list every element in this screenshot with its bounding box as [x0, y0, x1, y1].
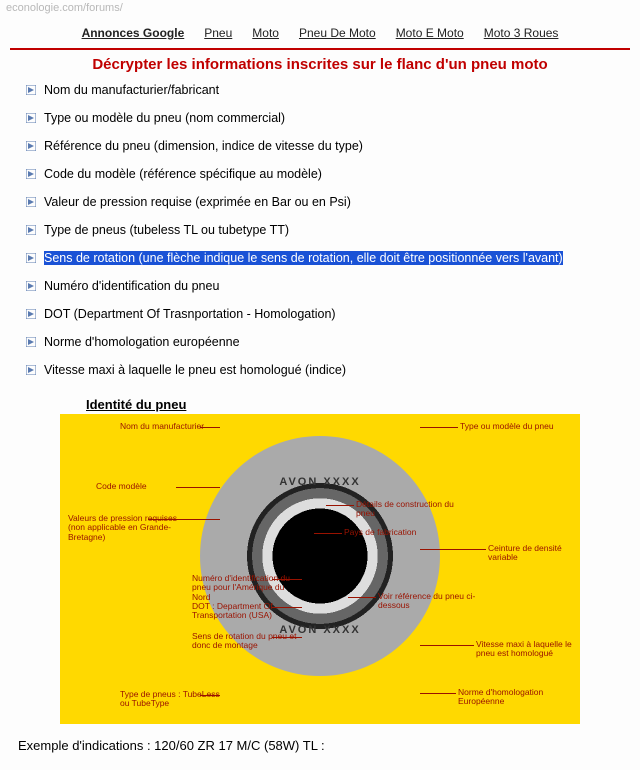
- example-line: Exemple d'indications : 120/60 ZR 17 M/C…: [0, 724, 640, 753]
- bullet-item: Sens de rotation (une flèche indique le …: [26, 251, 614, 265]
- leader-line: [176, 487, 220, 488]
- bullet-icon: [26, 365, 36, 375]
- page-title: Décrypter les informations inscrites sur…: [0, 52, 640, 83]
- bullet-icon: [26, 337, 36, 347]
- callout-label: Type de pneus : TubeLess ou TubeType: [120, 690, 230, 709]
- leader-line: [200, 427, 220, 428]
- callout-label: Code modèle: [96, 482, 147, 491]
- leader-line: [148, 519, 220, 520]
- top-nav-link[interactable]: Annonces Google: [82, 26, 185, 40]
- bullet-icon: [26, 141, 36, 151]
- bullet-item: Nom du manufacturier/fabricant: [26, 83, 614, 97]
- bullet-icon: [26, 253, 36, 263]
- leader-line: [420, 693, 456, 694]
- bullet-item: Référence du pneu (dimension, indice de …: [26, 139, 614, 153]
- diagram-box: AVON XXXX AVON XXXX Nom du manufacturier…: [60, 414, 580, 724]
- bullet-icon: [26, 169, 36, 179]
- leader-line: [420, 645, 474, 646]
- bullet-item: Numéro d'identification du pneu: [26, 279, 614, 293]
- diagram-heading: Identité du pneu: [60, 391, 580, 414]
- top-nav-link[interactable]: Moto 3 Roues: [484, 26, 559, 40]
- top-nav-link[interactable]: Pneu De Moto: [299, 26, 376, 40]
- callout-label: Voir référence du pneu ci-dessous: [378, 592, 488, 611]
- callout-label: Type ou modèle du pneu: [460, 422, 554, 431]
- url-hint: econologie.com/forums/: [0, 0, 640, 16]
- bullet-text: Type ou modèle du pneu (nom commercial): [44, 111, 285, 125]
- leader-line: [272, 607, 302, 608]
- bullet-text: Numéro d'identification du pneu: [44, 279, 219, 293]
- bullet-text: Type de pneus (tubeless TL ou tubetype T…: [44, 223, 289, 237]
- diagram-wrap: Identité du pneu AVON XXXX AVON XXXX Nom…: [60, 391, 580, 724]
- callout-label: Détails de construction du pneu: [356, 500, 466, 519]
- bullet-text: Valeur de pression requise (exprimée en …: [44, 195, 351, 209]
- bullet-item: DOT (Department Of Trasnportation - Homo…: [26, 307, 614, 321]
- callout-label: Ceinture de densité variable: [488, 544, 580, 563]
- bullet-text: Sens de rotation (une flèche indique le …: [44, 251, 563, 265]
- callout-label: DOT : Department Of Transportation (USA): [192, 602, 302, 621]
- bullet-text: Référence du pneu (dimension, indice de …: [44, 139, 363, 153]
- callout-label: Nom du manufacturier: [120, 422, 204, 431]
- bullet-icon: [26, 309, 36, 319]
- leader-line: [420, 427, 458, 428]
- leader-line: [272, 637, 302, 638]
- bullet-icon: [26, 281, 36, 291]
- top-nav-link[interactable]: Moto: [252, 26, 279, 40]
- callout-label: Vitesse maxi à laquelle le pneu est homo…: [476, 640, 580, 659]
- bullet-text: Nom du manufacturier/fabricant: [44, 83, 219, 97]
- bullet-item: Vitesse maxi à laquelle le pneu est homo…: [26, 363, 614, 377]
- callout-label: Norme d'homologation Européenne: [458, 688, 568, 707]
- bullet-item: Code du modèle (référence spécifique au …: [26, 167, 614, 181]
- bullet-item: Norme d'homologation européenne: [26, 335, 614, 349]
- top-nav-link[interactable]: Pneu: [204, 26, 232, 40]
- tire-brand-top: AVON XXXX: [279, 476, 360, 488]
- leader-line: [326, 505, 354, 506]
- top-nav-link[interactable]: Moto E Moto: [396, 26, 464, 40]
- bullet-text: DOT (Department Of Trasnportation - Homo…: [44, 307, 336, 321]
- bullet-icon: [26, 225, 36, 235]
- bullet-text: Norme d'homologation européenne: [44, 335, 240, 349]
- bullet-text: Code du modèle (référence spécifique au …: [44, 167, 322, 181]
- bullet-icon: [26, 85, 36, 95]
- top-nav: Annonces Google Pneu Moto Pneu De Moto Moto …: [0, 16, 640, 46]
- leader-line: [348, 597, 376, 598]
- bullet-item: Type de pneus (tubeless TL ou tubetype T…: [26, 223, 614, 237]
- bullet-text: Vitesse maxi à laquelle le pneu est homo…: [44, 363, 346, 377]
- leader-line: [420, 549, 486, 550]
- leader-line: [272, 579, 302, 580]
- bullet-icon: [26, 113, 36, 123]
- bullet-item: Valeur de pression requise (exprimée en …: [26, 195, 614, 209]
- leader-line: [314, 533, 342, 534]
- callout-label: Sens de rotation du pneu et donc de mont…: [192, 632, 302, 651]
- leader-line: [200, 695, 220, 696]
- separator: [10, 48, 630, 50]
- bullet-item: Type ou modèle du pneu (nom commercial): [26, 111, 614, 125]
- bullet-icon: [26, 197, 36, 207]
- callout-label: Pays de fabrication: [344, 528, 416, 537]
- bullet-list: Nom du manufacturier/fabricant Type ou mo…: [0, 83, 640, 377]
